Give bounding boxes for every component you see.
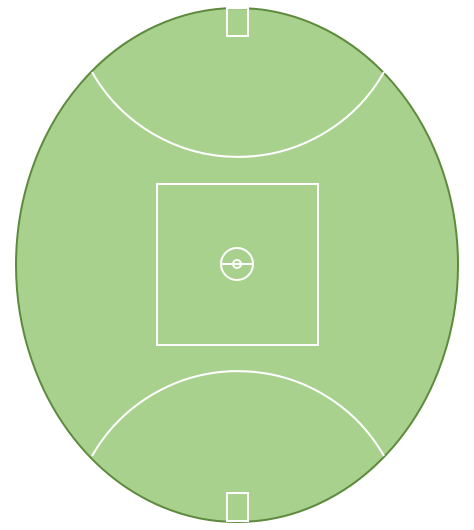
top-50m-arc xyxy=(91,71,385,158)
centre-square xyxy=(156,183,319,346)
top-goal-square xyxy=(226,7,249,37)
bottom-goal-square xyxy=(226,492,249,522)
bottom-50m-arc xyxy=(91,370,385,457)
